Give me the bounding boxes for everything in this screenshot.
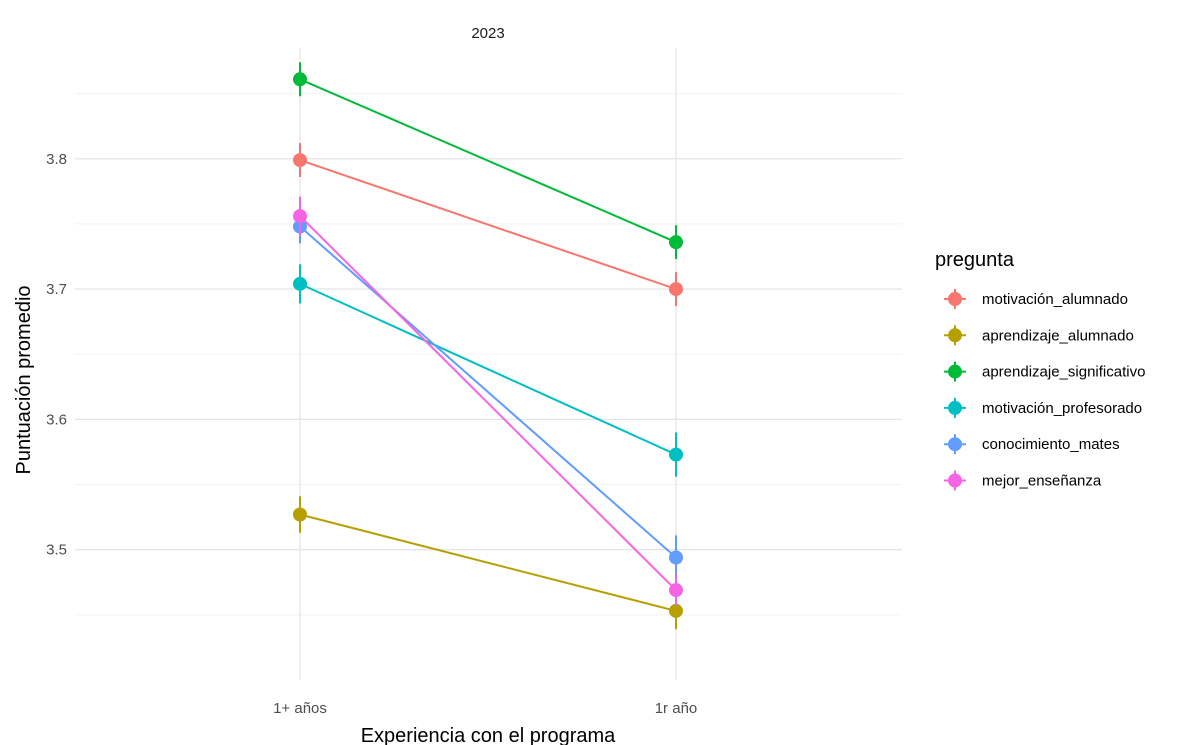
legend-label: motivación_alumnado <box>982 291 1128 308</box>
series-layer <box>293 62 683 630</box>
y-tick-label: 3.6 <box>46 411 67 428</box>
data-point <box>669 282 683 297</box>
legend-label: mejor_enseñanza <box>982 473 1102 490</box>
data-point <box>293 72 307 87</box>
legend-label: aprendizaje_significativo <box>982 364 1145 381</box>
legend-key-point <box>948 400 962 415</box>
series-line <box>299 159 677 291</box>
minor-gridlines <box>75 93 902 616</box>
legend-key-point <box>948 364 962 379</box>
x-tick-label: 1+ años <box>273 700 327 717</box>
series-mejor_enseñanza <box>293 196 683 606</box>
data-point <box>293 507 307 522</box>
series-line <box>299 225 677 559</box>
x-tick-label: 1r año <box>655 700 698 717</box>
series-line <box>299 282 677 456</box>
legend-label: conocimiento_mates <box>982 436 1120 453</box>
legend-items: motivación_alumnado aprendizaje_alumnadoa… <box>944 289 1145 491</box>
legend-key-point <box>948 473 962 488</box>
x-axis-title: Experiencia con el programa <box>361 725 616 745</box>
series-line <box>299 78 677 244</box>
data-point <box>293 209 307 224</box>
y-tick-labels: 3.5 3.6 3.7 3.8 <box>46 151 67 559</box>
legend-item: mejor_enseñanza <box>944 470 1102 491</box>
y-tick-label: 3.7 <box>46 281 67 298</box>
legend: pregunta motivación_alumnado aprendizaje_… <box>935 249 1145 491</box>
y-axis-title: Puntuación promedio <box>13 285 35 474</box>
legend-item: aprendizaje_alumnado <box>944 325 1134 346</box>
legend-item: conocimiento_mates <box>944 434 1120 455</box>
series-line <box>299 513 677 612</box>
legend-item: motivación_profesorado <box>944 397 1142 418</box>
data-point <box>669 603 683 618</box>
series-aprendizaje_alumnado <box>293 496 683 630</box>
x-tick-labels: 1+ años 1r año <box>273 700 697 717</box>
legend-title: pregunta <box>935 249 1015 271</box>
data-point <box>669 550 683 565</box>
legend-label: aprendizaje_alumnado <box>982 327 1134 344</box>
series-motivación_profesorado <box>293 264 683 477</box>
series-line <box>299 215 677 591</box>
y-tick-label: 3.8 <box>46 151 67 168</box>
legend-label: motivación_profesorado <box>982 400 1142 417</box>
series-motivación_alumnado <box>293 143 683 307</box>
major-gridlines <box>75 48 902 680</box>
legend-key-point <box>948 328 962 343</box>
data-point <box>669 583 683 598</box>
data-point <box>293 276 307 291</box>
legend-item: motivación_alumnado <box>944 289 1128 309</box>
data-point <box>669 447 683 462</box>
y-tick-label: 3.5 <box>46 542 67 559</box>
data-point <box>293 153 307 168</box>
data-point <box>669 235 683 250</box>
series-conocimiento_mates <box>293 209 683 580</box>
facet-title: 2023 <box>471 25 504 42</box>
legend-key-point <box>948 437 962 452</box>
legend-item: aprendizaje_significativo <box>944 361 1145 382</box>
legend-key-point <box>948 292 962 306</box>
series-aprendizaje_significativo <box>293 62 683 260</box>
